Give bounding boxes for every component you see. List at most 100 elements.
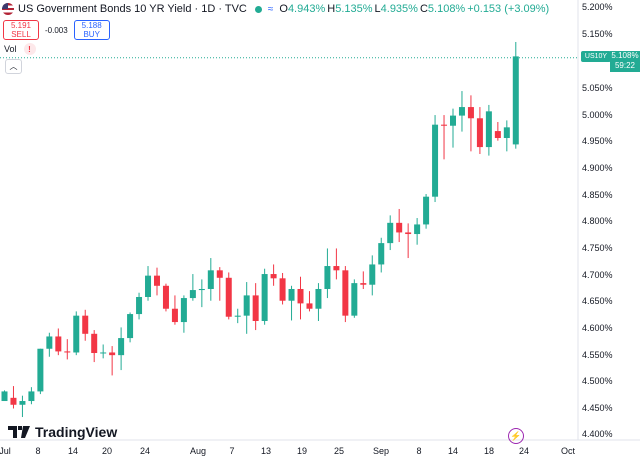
candle[interactable] bbox=[450, 115, 456, 126]
tradingview-logo-icon bbox=[8, 426, 30, 438]
candle[interactable] bbox=[360, 283, 367, 285]
close-value: 5.108% bbox=[427, 3, 466, 15]
time-tick: 14 bbox=[67, 446, 79, 456]
volume-legend: Vol ! bbox=[4, 43, 36, 55]
time-tick: 24 bbox=[139, 446, 151, 456]
candle[interactable] bbox=[369, 264, 376, 285]
buy-button[interactable]: 5.188 BUY bbox=[73, 20, 110, 40]
candle[interactable] bbox=[189, 290, 196, 299]
low-value: 4.935% bbox=[380, 3, 418, 15]
price-tick: 4.850% bbox=[582, 190, 613, 200]
tradingview-logo[interactable]: TradingView bbox=[8, 424, 117, 440]
candle[interactable] bbox=[19, 401, 26, 405]
candle[interactable] bbox=[127, 314, 134, 339]
candle[interactable] bbox=[351, 283, 358, 316]
candle[interactable] bbox=[64, 351, 71, 353]
candle[interactable] bbox=[46, 336, 53, 349]
candle[interactable] bbox=[153, 275, 160, 286]
price-tick: 5.200% bbox=[582, 2, 613, 12]
candle[interactable] bbox=[37, 348, 44, 392]
candle[interactable] bbox=[432, 124, 439, 197]
candle[interactable] bbox=[73, 315, 80, 353]
candle[interactable] bbox=[109, 352, 116, 356]
candle[interactable] bbox=[216, 270, 223, 278]
symbol-title[interactable]: US Government Bonds 10 YR Yield · 1D · T… bbox=[18, 3, 247, 15]
collapse-legend-button[interactable]: ︿ bbox=[5, 59, 22, 74]
replay-icon[interactable]: ⚡ bbox=[508, 428, 524, 444]
us-flag-icon bbox=[2, 3, 14, 15]
candle[interactable] bbox=[270, 274, 277, 279]
candle[interactable] bbox=[145, 275, 152, 297]
candle[interactable] bbox=[423, 196, 430, 225]
candle[interactable] bbox=[396, 222, 403, 233]
candle[interactable] bbox=[198, 288, 205, 291]
price-tick: 4.650% bbox=[582, 296, 613, 306]
candle[interactable] bbox=[414, 224, 421, 235]
candle[interactable] bbox=[28, 391, 35, 402]
candle[interactable] bbox=[91, 333, 98, 354]
time-tick: Jul bbox=[0, 446, 11, 456]
candle[interactable] bbox=[333, 266, 340, 271]
candle[interactable] bbox=[378, 243, 385, 265]
candle[interactable] bbox=[503, 127, 510, 139]
candle[interactable] bbox=[82, 315, 89, 334]
price-tick: 4.700% bbox=[582, 270, 613, 280]
price-tick: 4.500% bbox=[582, 376, 613, 386]
price-tick: 4.450% bbox=[582, 403, 613, 413]
candles-layer bbox=[1, 41, 519, 418]
candle[interactable] bbox=[234, 315, 241, 317]
candle[interactable] bbox=[171, 308, 178, 323]
time-tick: 18 bbox=[483, 446, 495, 456]
price-tick: 4.950% bbox=[582, 136, 613, 146]
candle[interactable] bbox=[288, 288, 295, 301]
candle[interactable] bbox=[324, 266, 331, 289]
warning-icon[interactable]: ! bbox=[23, 43, 36, 55]
candle[interactable] bbox=[441, 124, 448, 126]
candle[interactable] bbox=[10, 397, 17, 405]
candle[interactable] bbox=[297, 288, 304, 304]
candle[interactable] bbox=[1, 391, 8, 402]
time-tick: 14 bbox=[447, 446, 459, 456]
price-tick: 5.000% bbox=[582, 110, 613, 120]
candle[interactable] bbox=[387, 222, 394, 244]
price-tick: 4.900% bbox=[582, 163, 613, 173]
volume-label[interactable]: Vol bbox=[4, 44, 17, 54]
buy-price: 5.188 bbox=[81, 21, 102, 30]
compare-icon[interactable]: ≈ bbox=[267, 3, 274, 15]
candle[interactable] bbox=[118, 338, 125, 356]
current-price-tag: 5.108% 59:22 bbox=[610, 51, 640, 72]
price-tick: 4.400% bbox=[582, 429, 613, 439]
candle[interactable] bbox=[467, 107, 474, 119]
time-tick: Aug bbox=[189, 446, 207, 456]
candle[interactable] bbox=[306, 303, 313, 309]
candle[interactable] bbox=[162, 285, 169, 309]
candle[interactable] bbox=[512, 56, 519, 145]
candle[interactable] bbox=[252, 295, 259, 321]
candle[interactable] bbox=[207, 270, 214, 289]
candle[interactable] bbox=[315, 288, 322, 309]
price-tick: 4.800% bbox=[582, 216, 613, 226]
high-value: 5.135% bbox=[335, 3, 373, 15]
open-label: O bbox=[279, 3, 288, 15]
candle[interactable] bbox=[494, 131, 501, 139]
candle[interactable] bbox=[261, 274, 268, 321]
time-tick: Oct bbox=[560, 446, 576, 456]
candle[interactable] bbox=[342, 270, 349, 316]
candle[interactable] bbox=[279, 278, 286, 301]
sell-label: SELL bbox=[11, 30, 31, 39]
candle[interactable] bbox=[225, 277, 232, 317]
candle[interactable] bbox=[100, 352, 107, 354]
candle[interactable] bbox=[476, 118, 483, 148]
candle[interactable] bbox=[55, 336, 62, 352]
price-tick: 4.600% bbox=[582, 323, 613, 333]
candle[interactable] bbox=[180, 298, 187, 323]
candle[interactable] bbox=[136, 296, 143, 315]
candle[interactable] bbox=[405, 232, 412, 235]
brand-name: TradingView bbox=[35, 424, 118, 440]
candle[interactable] bbox=[485, 111, 492, 148]
candle[interactable] bbox=[458, 107, 465, 116]
price-tick: 4.550% bbox=[582, 350, 613, 360]
candle[interactable] bbox=[243, 295, 250, 316]
sell-button[interactable]: 5.191 SELL bbox=[3, 20, 39, 40]
